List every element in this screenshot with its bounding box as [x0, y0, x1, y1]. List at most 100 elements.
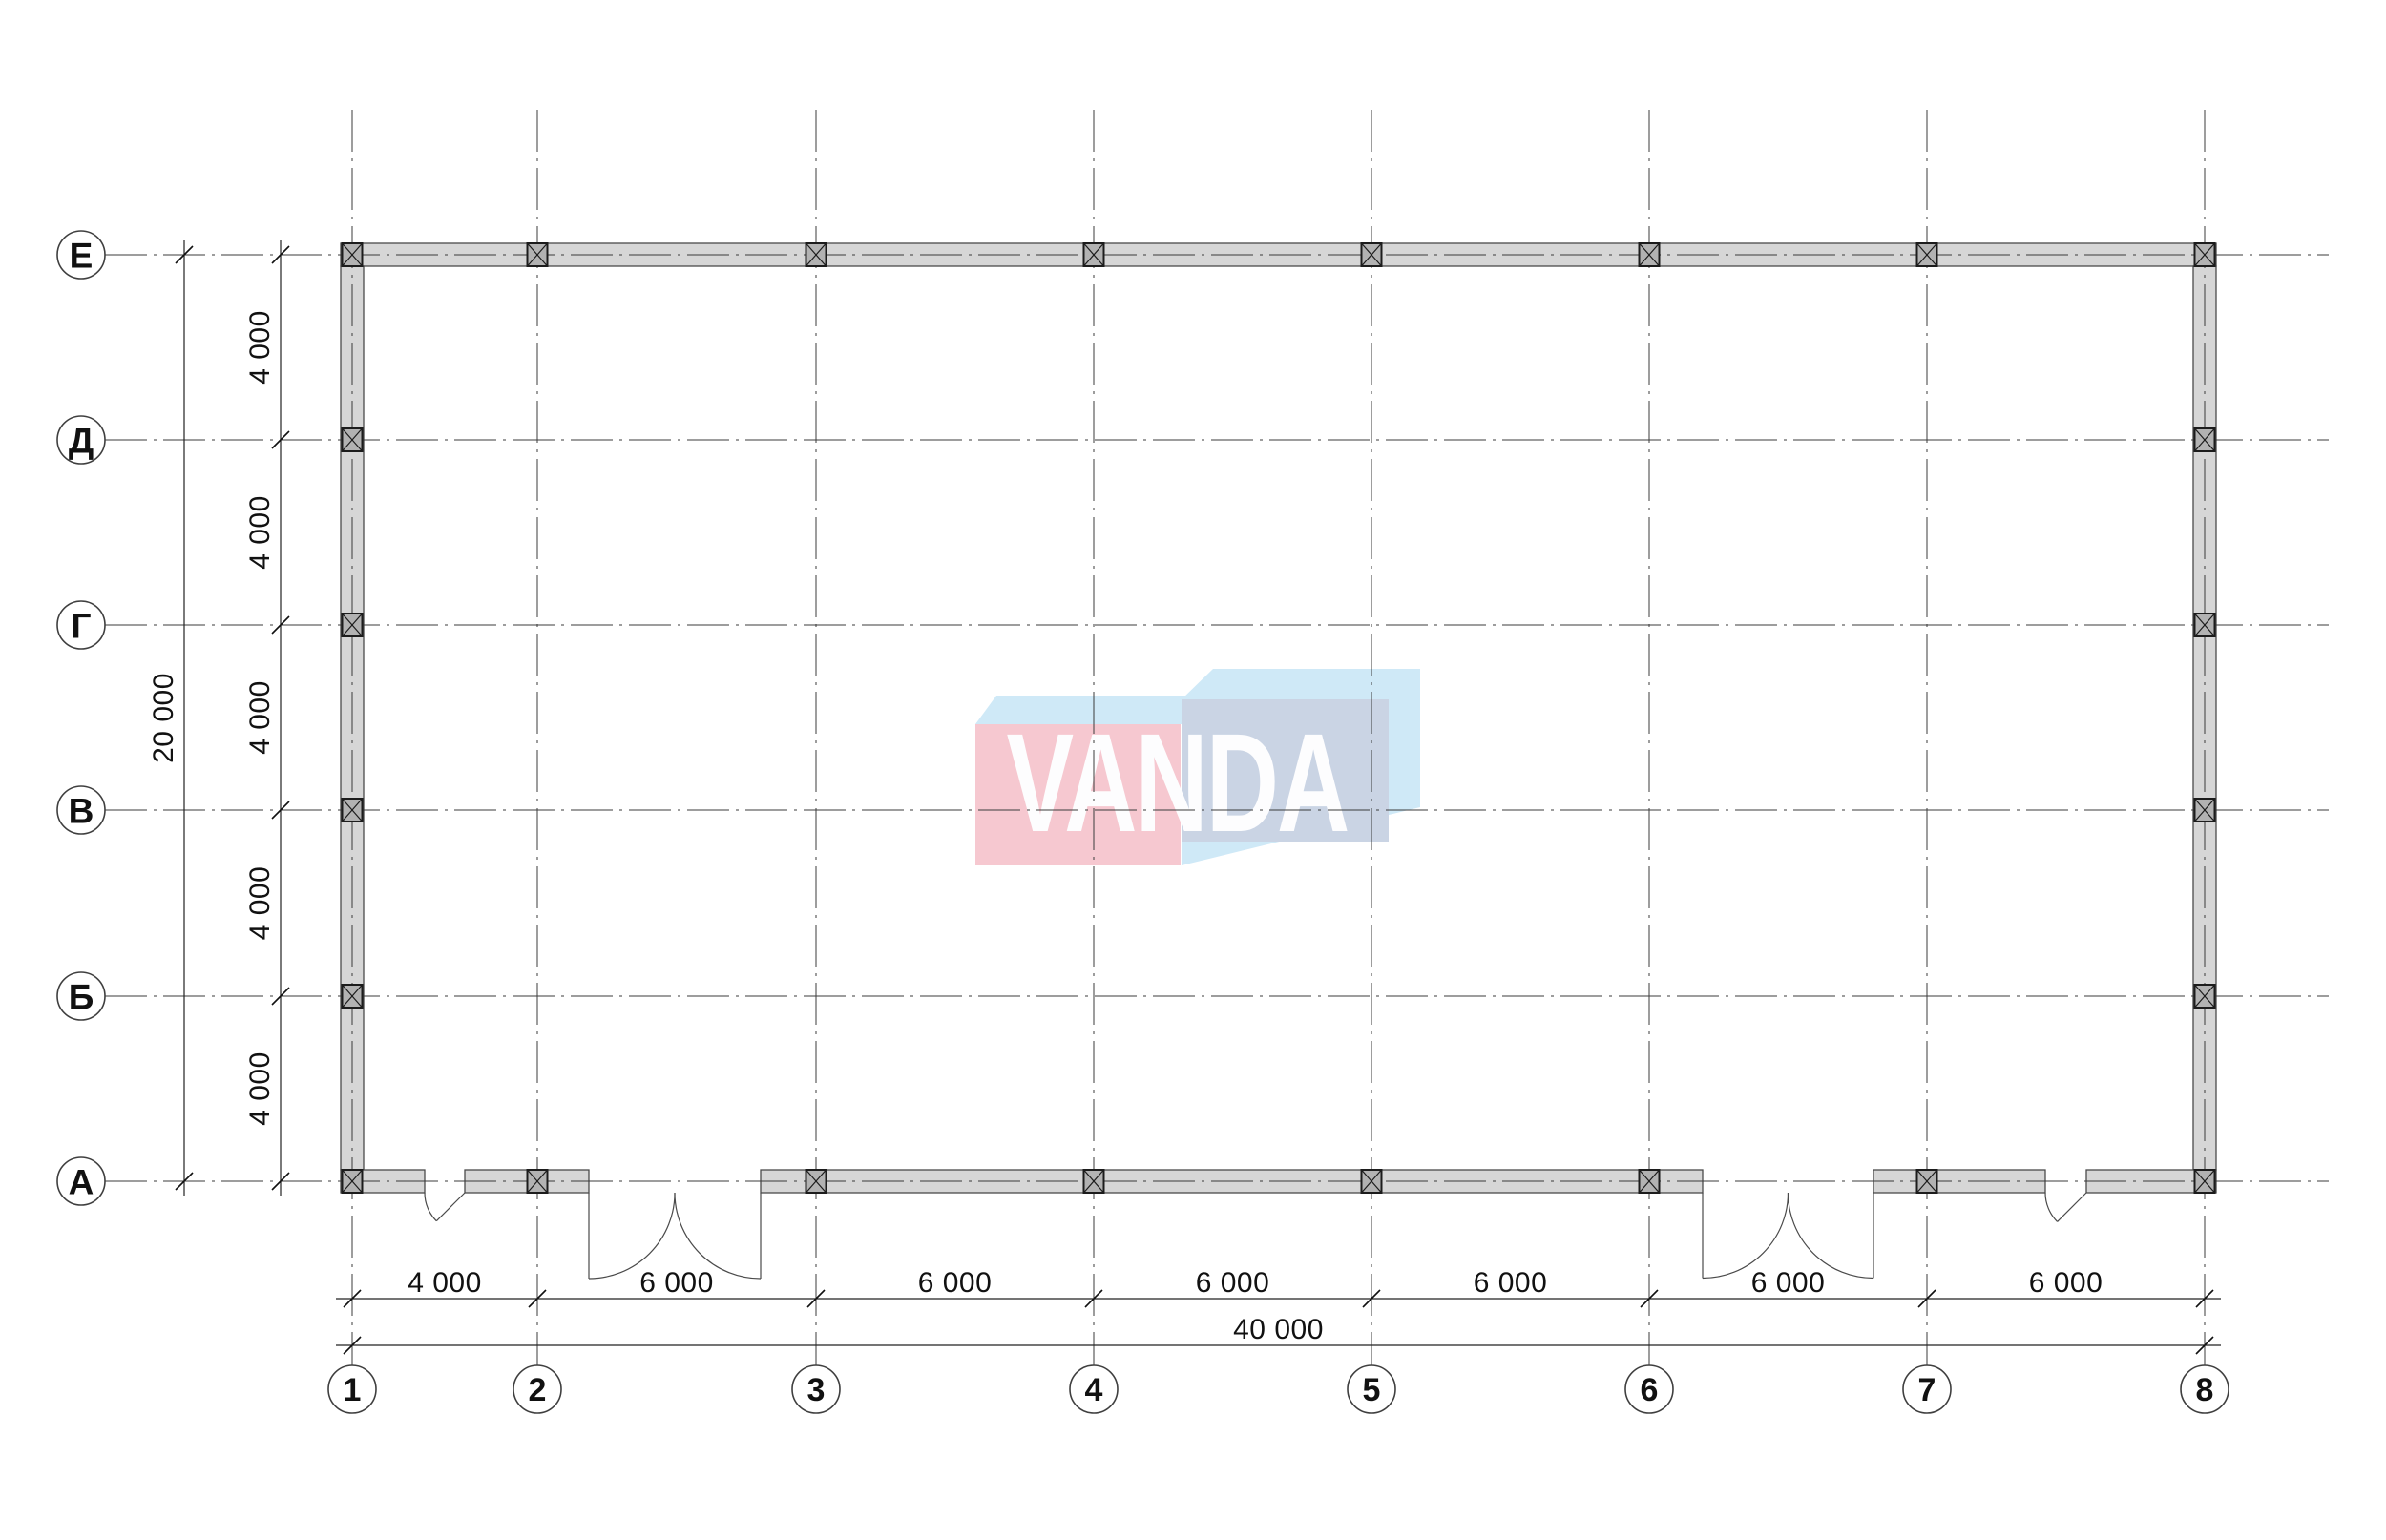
axis-bubble-label: Б [69, 977, 94, 1016]
logo-top-left-face [975, 696, 1205, 724]
column-brace [1083, 1169, 1104, 1194]
axis-bubble-circle [56, 600, 106, 650]
dim-tick [271, 430, 290, 449]
dim-value-left-4: 4 000 [244, 866, 276, 941]
row-bubble-В: В [56, 785, 106, 835]
axis-bubble-label: 8 [2196, 1372, 2214, 1408]
axis-bubble-circle [327, 1364, 377, 1414]
dim-tick [2195, 1289, 2214, 1308]
column-A5 [1360, 1169, 1383, 1194]
dim-tick [343, 1336, 362, 1355]
column-E6 [1638, 242, 1661, 267]
column-brace [1916, 242, 1937, 267]
column-right-3 [2193, 613, 2216, 637]
axis-bubble-circle [1347, 1364, 1396, 1414]
column-brace [2194, 984, 2215, 1009]
dim-value-bottom-total: 40 000 [1233, 1314, 1324, 1345]
dim-value-left-total: 20 000 [148, 673, 179, 763]
axis-bubble-label: А [69, 1162, 94, 1201]
column-E4 [1082, 242, 1105, 267]
axis-bubble-circle [56, 971, 106, 1021]
dim-tick [1362, 1289, 1381, 1308]
dim-value-bottom-5: 6 000 [1474, 1267, 1548, 1299]
axis-bubbles-layer: Е Д Г В Б А 1 2 3 4 5 6 7 8 [56, 230, 2229, 1414]
dim-tick [271, 801, 290, 820]
column-bubble-5: 5 [1347, 1364, 1396, 1414]
column-right-4 [2193, 798, 2216, 822]
door-swing-double-1-right [674, 1192, 762, 1280]
column-E5 [1360, 242, 1383, 267]
column-right-5 [2193, 984, 2216, 1009]
axis-bubble-circle [56, 1156, 106, 1206]
column-brace [1916, 1169, 1937, 1194]
column-brace [342, 427, 363, 452]
dim-value-bottom-2: 6 000 [639, 1267, 714, 1299]
dim-value-bottom-1: 4 000 [408, 1267, 482, 1299]
column-A6 [1638, 1169, 1661, 1194]
column-left-2 [341, 427, 364, 452]
column-A3 [805, 1169, 827, 1194]
axis-bubble-label: Е [70, 236, 94, 275]
door-swing-double-1-left [588, 1192, 676, 1280]
axis-bubble-label: 1 [344, 1372, 362, 1408]
dim-tick [343, 1289, 362, 1308]
column-brace [342, 798, 363, 822]
column-E3 [805, 242, 827, 267]
dim-tick [2195, 1336, 2214, 1355]
doors-layer [424, 1192, 2087, 1280]
axis-bubble-label: 7 [1918, 1372, 1936, 1408]
column-A8 [2193, 1169, 2216, 1194]
column-bubble-1: 1 [327, 1364, 377, 1414]
axis-bubble-label: 5 [1363, 1372, 1381, 1408]
dim-tick [1640, 1289, 1659, 1308]
dim-value-bottom-3: 6 000 [918, 1267, 993, 1299]
dim-tick [271, 245, 290, 264]
column-brace [527, 1169, 548, 1194]
row-bubble-Е: Е [56, 230, 106, 280]
dim-tick [1917, 1289, 1936, 1308]
axis-bubble-label: В [69, 791, 94, 830]
column-bubble-4: 4 [1069, 1364, 1119, 1414]
dim-value-bottom-6: 6 000 [1751, 1267, 1826, 1299]
dim-value-left-5: 4 000 [244, 1051, 276, 1126]
dim-tick [806, 1289, 826, 1308]
dim-value-bottom-4: 6 000 [1196, 1267, 1270, 1299]
dim-value-left-2: 4 000 [244, 495, 276, 570]
dim-tick [271, 615, 290, 635]
dim-tick [528, 1289, 547, 1308]
column-brace [342, 984, 363, 1009]
column-E8 [2193, 242, 2216, 267]
column-brace [1361, 1169, 1382, 1194]
dim-value-left-1: 4 000 [244, 310, 276, 385]
column-brace [2194, 1169, 2215, 1194]
axis-bubble-circle [513, 1364, 562, 1414]
column-E1 [341, 242, 364, 267]
grid-lines-layer [105, 110, 2329, 1365]
columns-layer [341, 242, 2216, 1194]
column-brace [342, 613, 363, 637]
column-brace [1361, 242, 1382, 267]
column-bubble-6: 6 [1624, 1364, 1674, 1414]
dim-tick [271, 1172, 290, 1191]
column-brace [342, 242, 363, 267]
column-A2 [526, 1169, 549, 1194]
column-left-3 [341, 613, 364, 637]
door-leaf-single-1 [435, 1192, 466, 1222]
axis-bubble-label: 4 [1085, 1372, 1103, 1408]
column-brace [806, 242, 827, 267]
column-A4 [1082, 1169, 1105, 1194]
column-brace [806, 1169, 827, 1194]
column-brace [2194, 242, 2215, 267]
column-E2 [526, 242, 549, 267]
row-bubble-А: А [56, 1156, 106, 1206]
axis-bubble-circle [1902, 1364, 1952, 1414]
column-right-2 [2193, 427, 2216, 452]
axis-bubble-circle [56, 785, 106, 835]
column-left-5 [341, 984, 364, 1009]
column-bubble-7: 7 [1902, 1364, 1952, 1414]
dim-tick [175, 1172, 194, 1191]
logo-wordmark: VANDA [1007, 705, 1349, 862]
column-brace [2194, 613, 2215, 637]
dim-tick [271, 987, 290, 1006]
